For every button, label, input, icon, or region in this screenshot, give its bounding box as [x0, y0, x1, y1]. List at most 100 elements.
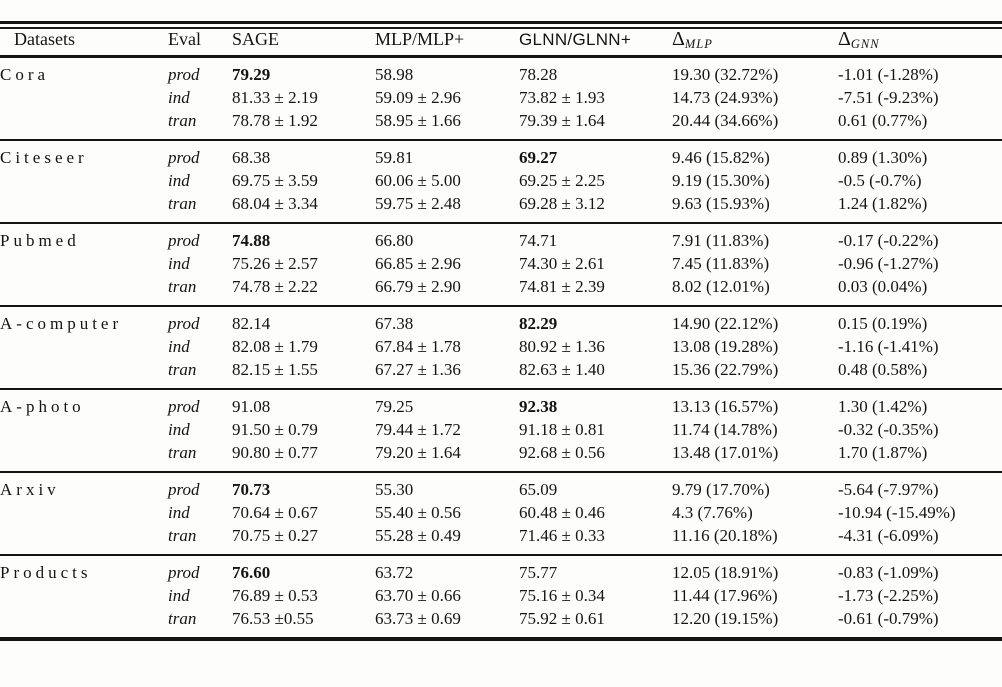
delta-gnn-value: 0.03 (0.04%)	[838, 277, 928, 296]
delta-symbol: Δ	[838, 27, 851, 50]
delta-mlp-value: 11.74 (14.78%)	[672, 420, 778, 439]
sage-value: 91.08	[232, 397, 271, 416]
dataset-name: A-computer	[0, 314, 123, 333]
delta-mlp-value: 20.44 (34.66%)	[672, 111, 779, 130]
dataset-group: A-computer prod 82.14 67.38 82.29 14.90 (22.1…	[0, 306, 1002, 389]
delta-mlp-value: 19.30 (32.72%)	[672, 65, 779, 84]
glnn-value: 60.48 ± 0.46	[519, 503, 605, 522]
glnn-value: 71.46 ± 0.33	[519, 526, 605, 545]
table-row: Arxiv prod 70.73 55.30 65.09 9.79 (17.70%) -5.…	[0, 472, 1002, 501]
delta-gnn-value: 0.61 (0.77%)	[838, 111, 928, 130]
sage-value: 70.73	[232, 480, 271, 499]
mlp-value: 79.25	[375, 397, 414, 416]
mlp-value: 66.79 ± 2.90	[375, 277, 461, 296]
sage-value: 82.15 ± 1.55	[232, 360, 318, 379]
eval-mode: prod	[168, 480, 200, 499]
table-row: A-photo prod 91.08 79.25 92.38 13.13 (16.57%)…	[0, 389, 1002, 418]
sage-value: 90.80 ± 0.77	[232, 443, 318, 462]
dataset-name: Citeseer	[0, 148, 88, 167]
eval-mode: ind	[168, 503, 190, 522]
sage-value: 70.75 ± 0.27	[232, 526, 318, 545]
glnn-value: 91.18 ± 0.81	[519, 420, 605, 439]
mlp-value: 55.40 ± 0.56	[375, 503, 461, 522]
table-row: tran 74.78 ± 2.22 66.79 ± 2.90 74.81 ± 2.39…	[0, 275, 1002, 306]
mlp-value: 66.85 ± 2.96	[375, 254, 461, 273]
dataset-name: Arxiv	[0, 480, 60, 499]
table-row: tran 78.78 ± 1.92 58.95 ± 1.66 79.39 ± 1.64…	[0, 109, 1002, 140]
table-row: Products prod 76.60 63.72 75.77 12.05 (18.91%…	[0, 555, 1002, 584]
results-table: Datasets Eval SAGE MLP/MLP+ GLNN/GLNN+ Δ…	[0, 21, 1002, 641]
eval-mode: ind	[168, 171, 190, 190]
dataset-name: Cora	[0, 65, 50, 84]
sage-value: 69.75 ± 3.59	[232, 171, 318, 190]
glnn-value: 78.28	[519, 65, 558, 84]
table-row: A-computer prod 82.14 67.38 82.29 14.90 (22.1…	[0, 306, 1002, 335]
mlp-value: 58.95 ± 1.66	[375, 111, 461, 130]
column-header-sage: SAGE	[232, 29, 280, 49]
eval-mode: ind	[168, 254, 190, 273]
glnn-value: 82.63 ± 1.40	[519, 360, 605, 379]
glnn-value: 75.77	[519, 563, 558, 582]
glnn-value: 74.71	[519, 231, 558, 250]
delta-gnn-value: -1.73 (-2.25%)	[838, 586, 939, 605]
glnn-value: 74.30 ± 2.61	[519, 254, 605, 273]
delta-gnn-value: -4.31 (-6.09%)	[838, 526, 939, 545]
delta-mlp-subscript: MLP	[684, 36, 713, 51]
dataset-name: Pubmed	[0, 231, 80, 250]
eval-mode: tran	[168, 111, 197, 130]
delta-gnn-value: 0.89 (1.30%)	[838, 148, 928, 167]
glnn-value: 73.82 ± 1.93	[519, 88, 605, 107]
delta-gnn-subscript: GNN	[850, 36, 880, 51]
glnn-value: 79.39 ± 1.64	[519, 111, 605, 130]
mlp-value: 59.09 ± 2.96	[375, 88, 461, 107]
column-header-datasets: Datasets	[14, 29, 75, 49]
column-header-eval: Eval	[168, 29, 201, 49]
table-row: ind 70.64 ± 0.67 55.40 ± 0.56 60.48 ± 0.46 4…	[0, 501, 1002, 524]
glnn-value: 82.29	[519, 314, 558, 333]
delta-symbol: Δ	[672, 27, 685, 50]
glnn-value: 92.38	[519, 397, 558, 416]
sage-value: 82.08 ± 1.79	[232, 337, 318, 356]
delta-gnn-value: 1.24 (1.82%)	[838, 194, 928, 213]
table-row: ind 69.75 ± 3.59 60.06 ± 5.00 69.25 ± 2.25 9…	[0, 169, 1002, 192]
table-row: tran 82.15 ± 1.55 67.27 ± 1.36 82.63 ± 1.40…	[0, 358, 1002, 389]
table-row: tran 68.04 ± 3.34 59.75 ± 2.48 69.28 ± 3.12…	[0, 192, 1002, 223]
mlp-value: 63.73 ± 0.69	[375, 609, 461, 628]
delta-gnn-value: 1.30 (1.42%)	[838, 397, 928, 416]
dataset-name: Products	[0, 563, 92, 582]
dataset-group: Arxiv prod 70.73 55.30 65.09 9.79 (17.70%) -5.…	[0, 472, 1002, 555]
delta-mlp-value: 9.46 (15.82%)	[672, 148, 770, 167]
sage-value: 79.29	[232, 65, 271, 84]
dataset-group: Pubmed prod 74.88 66.80 74.71 7.91 (11.83%) -0…	[0, 223, 1002, 306]
delta-mlp-value: 14.73 (24.93%)	[672, 88, 779, 107]
delta-mlp-value: 13.08 (19.28%)	[672, 337, 779, 356]
glnn-value: 69.28 ± 3.12	[519, 194, 605, 213]
sage-value: 74.78 ± 2.22	[232, 277, 318, 296]
table-row: ind 82.08 ± 1.79 67.84 ± 1.78 80.92 ± 1.36 1…	[0, 335, 1002, 358]
sage-value: 68.04 ± 3.34	[232, 194, 318, 213]
eval-mode: prod	[168, 148, 200, 167]
table-top-rule	[0, 27, 1002, 29]
sage-value: 76.89 ± 0.53	[232, 586, 318, 605]
dataset-group: Cora prod 79.29 58.98 78.28 19.30 (32.72%) -1.…	[0, 56, 1002, 141]
mlp-value: 67.38	[375, 314, 414, 333]
delta-gnn-value: -7.51 (-9.23%)	[838, 88, 939, 107]
delta-gnn-value: -0.32 (-0.35%)	[838, 420, 939, 439]
sage-value: 68.38	[232, 148, 271, 167]
delta-gnn-value: -1.01 (-1.28%)	[838, 65, 939, 84]
table-row: tran 90.80 ± 0.77 79.20 ± 1.64 92.68 ± 0.56…	[0, 441, 1002, 472]
column-header-mlp: MLP/MLP+	[375, 29, 465, 49]
delta-gnn-value: 0.15 (0.19%)	[838, 314, 928, 333]
column-header-delta-mlp: ΔMLP	[672, 23, 838, 57]
table-row: tran 76.53 ±0.55 63.73 ± 0.69 75.92 ± 0.61 1…	[0, 607, 1002, 639]
dataset-group: Citeseer prod 68.38 59.81 69.27 9.46 (15.82%)…	[0, 140, 1002, 223]
eval-mode: prod	[168, 314, 200, 333]
delta-mlp-value: 9.63 (15.93%)	[672, 194, 770, 213]
column-header-glnn: GLNN/GLNN+	[519, 29, 632, 49]
eval-mode: tran	[168, 443, 197, 462]
delta-mlp-value: 14.90 (22.12%)	[672, 314, 779, 333]
column-header-delta-gnn: ΔGNN	[838, 23, 1002, 57]
delta-gnn-value: -0.96 (-1.27%)	[838, 254, 939, 273]
eval-mode: tran	[168, 277, 197, 296]
sage-value: 91.50 ± 0.79	[232, 420, 318, 439]
